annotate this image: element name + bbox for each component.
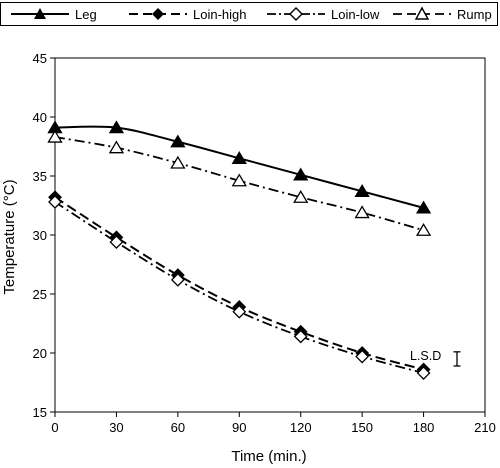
x-tick-label: 120 <box>290 420 312 435</box>
data-point <box>355 349 370 364</box>
x-tick-label: 150 <box>351 420 373 435</box>
x-tick-label: 90 <box>232 420 246 435</box>
data-point <box>232 304 247 319</box>
legend-item-loin-low: Loin-low <box>265 3 379 25</box>
y-tick-label: 35 <box>33 169 47 184</box>
legend-label-loin-high: Loin-high <box>193 6 247 22</box>
legend-swatch-loin-low <box>267 7 325 21</box>
data-point <box>293 189 309 203</box>
data-point <box>293 167 309 181</box>
y-tick-label: 20 <box>33 346 47 361</box>
data-point <box>170 155 186 169</box>
legend: Leg Loin-high Loin-low Rump <box>0 2 498 26</box>
data-point <box>293 329 308 344</box>
legend-label-loin-low: Loin-low <box>331 6 380 22</box>
legend-swatch-loin-high <box>129 8 187 20</box>
data-point <box>354 184 370 197</box>
x-tick-label: 60 <box>171 420 185 435</box>
data-point <box>170 272 185 287</box>
legend-swatch-rump <box>393 6 451 20</box>
legend-item-leg: Leg <box>9 3 97 25</box>
annotation-layer: L.S.D <box>410 349 461 367</box>
data-point <box>231 173 247 187</box>
series-line-2 <box>54 201 424 374</box>
series-layer <box>47 120 432 380</box>
x-tick-label: 0 <box>51 420 58 435</box>
legend-item-loin-high: Loin-high <box>127 3 247 25</box>
data-point <box>415 200 432 214</box>
data-point <box>231 151 247 164</box>
data-point <box>416 366 431 380</box>
y-tick-label: 45 <box>33 51 47 66</box>
data-point <box>47 129 63 143</box>
x-axis-label: Time (min.) <box>231 448 306 465</box>
y-tick-label: 40 <box>33 110 47 125</box>
y-tick-label: 30 <box>33 228 47 243</box>
series-line-1 <box>54 196 424 371</box>
data-point <box>170 134 186 148</box>
data-point <box>415 223 432 236</box>
legend-item-rump: Rump <box>391 3 492 25</box>
legend-label-leg: Leg <box>75 6 97 22</box>
y-axis-label: Temperature (°C) <box>1 179 18 294</box>
data-point <box>354 205 370 219</box>
x-tick-label: 30 <box>109 420 123 435</box>
x-tick-label: 210 <box>474 420 496 435</box>
data-point <box>108 140 125 154</box>
y-tick-label: 25 <box>33 287 47 302</box>
data-point <box>108 120 125 134</box>
lsd-label: L.S.D <box>410 349 441 363</box>
legend-swatch-leg <box>11 8 69 19</box>
data-point <box>109 235 124 249</box>
y-tick-label: 15 <box>33 405 47 420</box>
x-tick-label: 180 <box>413 420 435 435</box>
data-point <box>48 195 62 209</box>
legend-label-rump: Rump <box>457 6 492 22</box>
axes: 0 30 60 90 120 150 180 210 15 20 25 30 35 40 45 <box>33 51 496 435</box>
